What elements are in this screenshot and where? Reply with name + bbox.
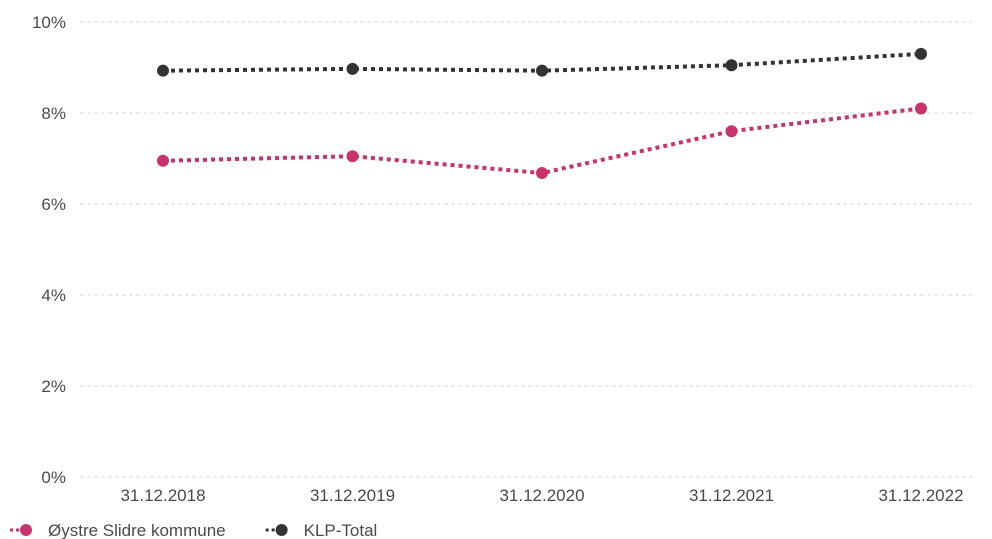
series-group — [157, 102, 927, 180]
grid-lines — [80, 21, 972, 478]
y-tick-label: 6% — [41, 195, 66, 214]
y-tick-label: 10% — [32, 13, 66, 32]
y-axis-tick-labels: 0% 2% 4% 6% 8% 10% — [32, 13, 66, 487]
legend-marker — [275, 524, 288, 536]
x-axis-tick-labels: 31.12.2018 31.12.2019 31.12.2020 31.12.2021… — [120, 486, 963, 505]
legend-label: Øystre Slidre kommune — [48, 521, 226, 539]
x-tick-label: 31.12.2022 — [878, 486, 963, 505]
data-point — [157, 154, 169, 167]
x-tick-label: 31.12.2018 — [120, 486, 205, 505]
data-point — [915, 47, 927, 60]
x-tick-label: 31.12.2019 — [310, 486, 395, 505]
legend-item: KLP-Total — [265, 521, 378, 539]
y-tick-label: 8% — [41, 104, 66, 123]
data-point — [346, 150, 359, 163]
legend-label: KLP-Total — [304, 521, 378, 539]
data-point — [346, 62, 359, 75]
data-point — [157, 64, 169, 77]
data-point — [725, 59, 738, 72]
y-tick-label: 4% — [41, 286, 66, 305]
series-group — [157, 47, 927, 77]
x-tick-label: 31.12.2021 — [689, 486, 774, 505]
legend: Øystre Slidre kommune KLP-Total — [10, 521, 377, 539]
data-point — [536, 167, 548, 180]
data-point — [536, 64, 548, 77]
y-tick-label: 2% — [41, 377, 66, 396]
data-point — [725, 125, 738, 138]
data-point — [915, 102, 927, 115]
series-line — [162, 106, 922, 176]
y-tick-label: 0% — [41, 468, 66, 487]
x-tick-label: 31.12.2020 — [499, 486, 584, 505]
series-lines — [157, 47, 927, 180]
legend-item: Øystre Slidre kommune — [10, 521, 226, 539]
legend-marker — [20, 524, 32, 536]
